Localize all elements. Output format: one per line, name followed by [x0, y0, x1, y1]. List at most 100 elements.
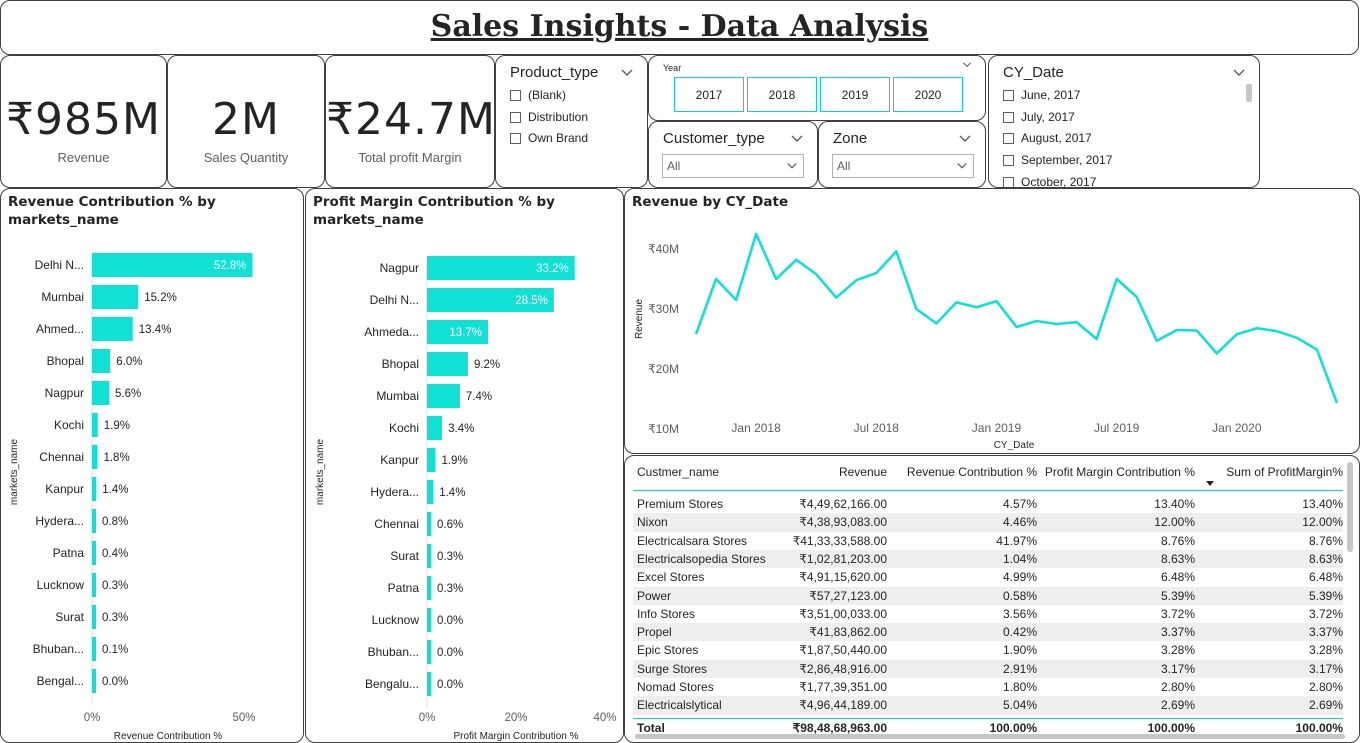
- data-label: 33.2%: [536, 263, 569, 275]
- bar: [427, 608, 431, 632]
- table-row[interactable]: Electricalsara Stores ₹41,33,33,588.00 41.…: [633, 532, 1343, 550]
- table-cell: ₹4,38,93,083.00: [799, 515, 887, 530]
- table-header[interactable]: Custmer_name Revenue Revenue Contribution …: [633, 463, 1343, 486]
- checkbox-icon[interactable]: [510, 111, 521, 123]
- table-row[interactable]: Nixon ₹4,38,93,083.00 4.46% 12.00% 12.00%: [633, 513, 1343, 532]
- checkbox-icon[interactable]: [1003, 111, 1014, 123]
- chevron-down-icon[interactable]: [955, 160, 969, 172]
- kpi-card-revenue: ₹985M Revenue: [0, 55, 167, 188]
- data-label: 0.3%: [437, 551, 463, 563]
- x-axis-title: Revenue Contribution %: [114, 731, 223, 742]
- data-label: 3.4%: [448, 423, 474, 435]
- checkbox-icon[interactable]: [1003, 154, 1014, 166]
- bar: [92, 317, 133, 341]
- cy-date-option[interactable]: July, 2017: [1003, 110, 1075, 124]
- chevron-down-icon[interactable]: [961, 60, 973, 70]
- cy-date-option[interactable]: October, 2017: [1003, 175, 1096, 187]
- bar: [427, 672, 431, 696]
- table-row[interactable]: Electricalslytical ₹4,96,44,189.00 5.04% 2.…: [633, 696, 1343, 715]
- table-cell: Profit Margin Contribution %: [1044, 465, 1195, 479]
- chevron-down-icon[interactable]: [957, 132, 973, 146]
- table-cell: 3.56%: [1002, 606, 1037, 621]
- table-cell: 6.48%: [1308, 570, 1343, 585]
- chevron-down-icon[interactable]: [619, 66, 635, 80]
- product-type-slicer: Product_type (Blank) Distribution Own Br…: [495, 55, 648, 188]
- chevron-down-icon[interactable]: [789, 132, 805, 146]
- product-type-option-blank[interactable]: (Blank): [510, 88, 566, 102]
- category-label: Patna: [388, 581, 420, 595]
- table-row[interactable]: Epic Stores ₹1,87,50,440.00 1.90% 3.28% 3.28…: [633, 641, 1343, 659]
- table-cell: Excel Stores: [637, 570, 705, 585]
- sort-desc-icon[interactable]: [1206, 481, 1214, 486]
- y-axis-title: Revenue: [634, 299, 645, 339]
- year-button-2019[interactable]: 2019: [820, 77, 890, 112]
- page-title: Sales Insights - Data Analysis: [430, 9, 929, 44]
- cy-date-option[interactable]: September, 2017: [1003, 153, 1112, 167]
- table-row[interactable]: Nomad Stores ₹1,77,39,351.00 1.80% 2.80% 2.8…: [633, 678, 1343, 696]
- revenue-by-date-chart: ₹10M ₹20M ₹30M ₹40M Jan 2018 Jul 2018 Jan 2019…: [634, 232, 1339, 451]
- kpi-card-sales-quantity: 2M Sales Quantity: [167, 55, 325, 188]
- table-row[interactable]: Info Stores ₹3,51,00,033.00 3.56% 3.72% 3.72…: [633, 605, 1343, 623]
- bar: [92, 413, 98, 437]
- table-cell: 1.04%: [1002, 551, 1037, 566]
- kpi-label: Total profit Margin: [358, 150, 462, 165]
- checkbox-icon[interactable]: [510, 89, 521, 101]
- table-cell: ₹2,86,48,916.00: [799, 661, 887, 676]
- cy-date-option[interactable]: August, 2017: [1003, 131, 1092, 145]
- category-label: Kanpur: [380, 453, 419, 467]
- bar: [427, 544, 431, 568]
- slicer-title: Product_type: [510, 64, 599, 81]
- x-tick-label: 20%: [504, 712, 527, 724]
- data-label: 0.6%: [437, 519, 463, 531]
- bar: [92, 381, 110, 405]
- table-cell: 3.72%: [1308, 606, 1343, 621]
- chevron-down-icon[interactable]: [1231, 66, 1247, 80]
- category-label: Ahmeda...: [364, 325, 419, 339]
- category-label: Chennai: [39, 450, 84, 464]
- category-label: Hydera...: [370, 485, 419, 499]
- title-panel: Sales Insights - Data Analysis: [0, 0, 1359, 55]
- bar: [92, 573, 96, 597]
- vertical-scrollbar[interactable]: [1347, 462, 1353, 552]
- customer-type-dropdown[interactable]: All: [662, 154, 804, 178]
- table-cell: Revenue: [838, 465, 887, 479]
- table-cell: ₹1,87,50,440.00: [799, 643, 887, 658]
- table-row[interactable]: Excel Stores ₹4,91,15,620.00 4.99% 6.48% 6.4…: [633, 568, 1343, 586]
- table-row[interactable]: Propel ₹41,83,862.00 0.42% 3.37% 3.37%: [633, 623, 1343, 642]
- zone-dropdown[interactable]: All: [832, 154, 974, 178]
- product-type-option-distribution[interactable]: Distribution: [510, 110, 588, 124]
- table-cell: 3.37%: [1308, 625, 1343, 640]
- year-button-2018[interactable]: 2018: [747, 77, 817, 112]
- table-cell: 2.91%: [1002, 661, 1037, 676]
- category-label: Lucknow: [37, 578, 85, 592]
- cy-date-option[interactable]: June, 2017: [1003, 88, 1080, 102]
- data-label: 0.3%: [102, 612, 128, 624]
- data-label: 0.8%: [102, 516, 128, 528]
- table-cell: ₹4,49,62,166.00: [799, 497, 887, 511]
- table-row[interactable]: Premium Stores ₹4,49,62,166.00 4.57% 13.40%…: [633, 495, 1343, 513]
- checkbox-icon[interactable]: [1003, 176, 1014, 187]
- bar: [427, 576, 431, 600]
- checkbox-icon[interactable]: [510, 132, 521, 144]
- data-label: 0.0%: [437, 679, 463, 691]
- table-total-row[interactable]: Total ₹98,48,68,963.00 100.00% 100.00% 100.0…: [633, 719, 1343, 737]
- table-cell: Nomad Stores: [637, 680, 714, 694]
- scrollbar-thumb[interactable]: [1246, 84, 1252, 102]
- table-row[interactable]: Power ₹57,27,123.00 0.58% 5.39% 5.39%: [633, 586, 1343, 605]
- checkbox-icon[interactable]: [1003, 132, 1014, 144]
- y-axis-title: markets_name: [315, 438, 326, 505]
- chevron-down-icon[interactable]: [785, 160, 799, 172]
- y-tick-label: ₹20M: [648, 362, 679, 376]
- table-row[interactable]: Surge Stores ₹2,86,48,916.00 2.91% 3.17% 3.1…: [633, 659, 1343, 678]
- table-cell: 5.39%: [1308, 588, 1343, 603]
- data-label: 0.4%: [102, 548, 128, 560]
- checkbox-icon[interactable]: [1003, 89, 1014, 101]
- table-cell: Electricalsara Stores: [637, 533, 748, 548]
- year-button-2017[interactable]: 2017: [674, 77, 744, 112]
- table-cell: ₹1,77,39,351.00: [799, 680, 887, 694]
- year-button-2020[interactable]: 2020: [893, 77, 963, 112]
- horizontal-scrollbar[interactable]: [635, 734, 1345, 739]
- category-label: Bhopal: [47, 354, 84, 368]
- product-type-option-own-brand[interactable]: Own Brand: [510, 131, 588, 145]
- table-row[interactable]: Electricalsopedia Stores ₹1,02,81,203.00 1…: [633, 549, 1343, 569]
